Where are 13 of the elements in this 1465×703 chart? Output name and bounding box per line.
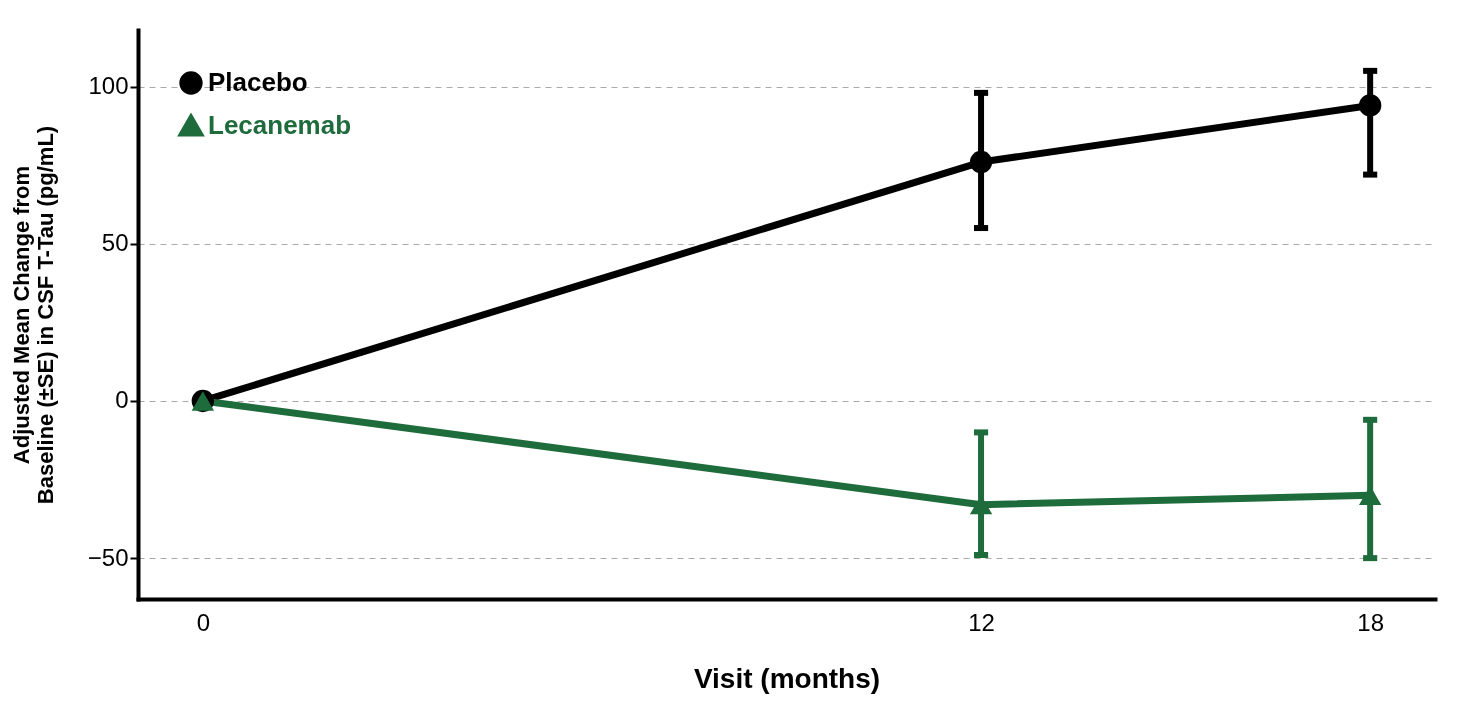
- y-tick-label: 100: [88, 72, 129, 100]
- y-tick-label: −50: [87, 543, 129, 571]
- legend-label: Placebo: [208, 67, 308, 97]
- y-tick-label: 0: [115, 386, 129, 414]
- x-tick-label: 12: [968, 608, 995, 636]
- point: [969, 150, 993, 174]
- point: [1358, 94, 1382, 117]
- x-tick-label: 0: [196, 608, 211, 636]
- legend-label: Lecanemab: [208, 110, 352, 140]
- x-axis-title: Visit (months): [693, 662, 881, 694]
- x-tick-label: 18: [1357, 608, 1384, 636]
- y-tick-label: 50: [101, 229, 129, 257]
- y-axis-title: Adjusted Mean Change from Baseline (±SE) in CSF T-Tau (pg/mL): [8, 125, 58, 505]
